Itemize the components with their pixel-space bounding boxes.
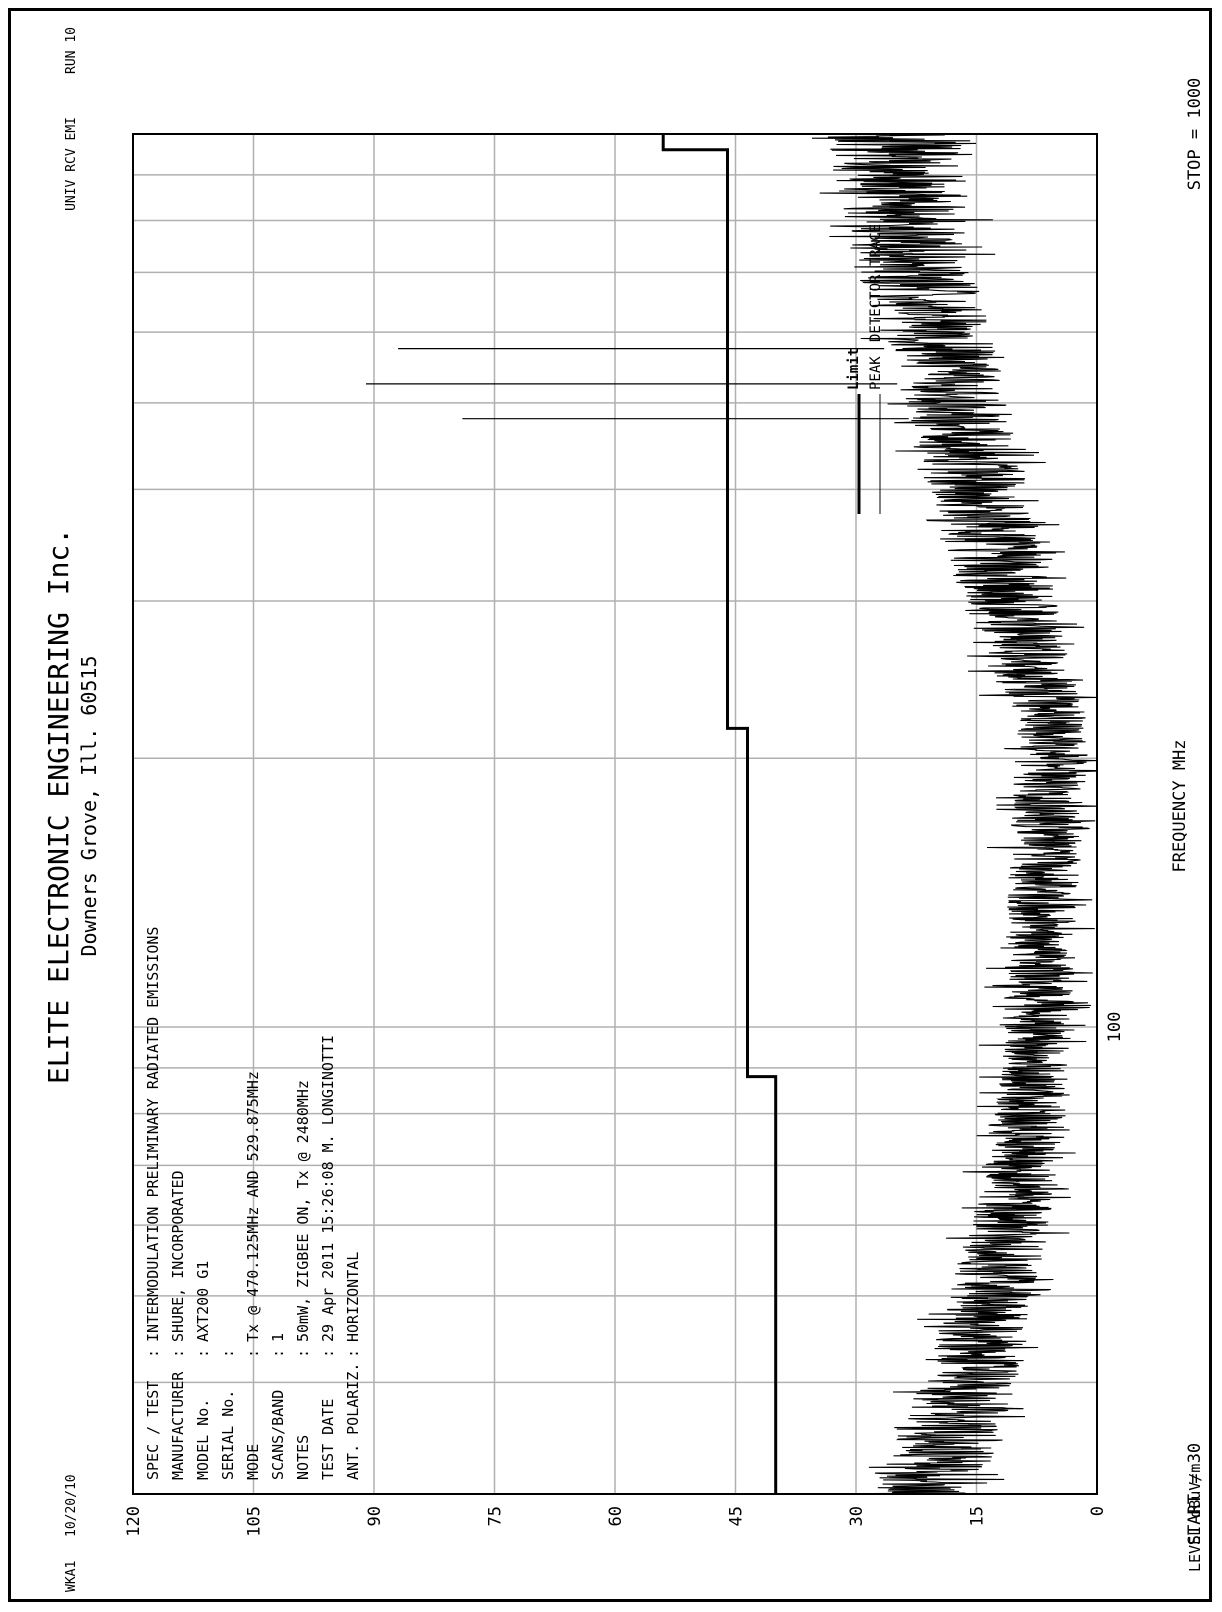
x-tick-labels: 100 xyxy=(1105,1012,1125,1043)
y-tick-label: 120 xyxy=(124,1506,144,1537)
info-label: TEST DATE xyxy=(319,1399,337,1480)
left-date: 10/20/10 xyxy=(64,1474,79,1537)
info-value: 1 xyxy=(269,1333,287,1342)
peak-noise-path xyxy=(811,133,1098,1495)
y-tick-label: 105 xyxy=(245,1506,265,1537)
info-value: AXT200 G1 xyxy=(194,1261,212,1342)
info-colon: : xyxy=(269,1349,287,1358)
info-value: SHURE, INCORPORATED xyxy=(169,1170,187,1342)
y-tick-label: 90 xyxy=(365,1506,385,1526)
plot-frame xyxy=(132,133,1098,1495)
info-label: NOTES xyxy=(294,1435,312,1480)
info-colon: : xyxy=(194,1349,212,1358)
info-label: SCANS/BAND xyxy=(269,1390,287,1480)
info-value: Tx @ 470.125MHz AND 529.875MHz xyxy=(244,1071,262,1342)
info-label: ANT. POLARIZ. xyxy=(344,1363,362,1480)
stop-label: STOP = 1000 xyxy=(1185,78,1205,191)
info-colon: : xyxy=(169,1349,187,1358)
run-label: RUN 10 xyxy=(64,27,79,74)
info-colon: : xyxy=(144,1349,162,1358)
x-axis-label: FREQUENCY MHz xyxy=(1170,739,1190,872)
info-colon: : xyxy=(219,1349,237,1358)
info-label: MODEL No. xyxy=(194,1399,212,1480)
legend-peak-label: PEAK xyxy=(868,356,884,390)
peak-spikes xyxy=(365,348,909,420)
page-border xyxy=(8,8,1212,1602)
y-tick-label: 0 xyxy=(1088,1506,1108,1516)
y-tick-label: 15 xyxy=(968,1506,988,1526)
info-label: SERIAL No. xyxy=(219,1390,237,1480)
x-tick-label: 100 xyxy=(1105,1012,1125,1043)
plot-grid xyxy=(133,134,1097,1494)
start-label: START = 30 xyxy=(1185,1443,1205,1545)
y-tick-labels: 0 15 30 45 60 75 90 105 120 xyxy=(124,1506,1108,1537)
company-title: ELITE ELECTRONIC ENGINEERING Inc. xyxy=(42,528,75,1084)
info-value: 29 Apr 2011 15:26:08 M. LONGINOTTI xyxy=(319,1035,337,1342)
y-axis-label: LEVEL dBuV/m xyxy=(1186,1464,1204,1572)
y-tick-label: 75 xyxy=(486,1506,506,1526)
info-value: HORIZONTAL xyxy=(344,1252,362,1342)
legend-limit-label: Limit xyxy=(846,348,862,390)
info-label: MODE xyxy=(244,1444,262,1480)
company-location: Downers Grove, Ill. 60515 xyxy=(77,655,101,956)
y-tick-label: 30 xyxy=(847,1506,867,1526)
peak-trace xyxy=(811,133,1098,1495)
info-value: INTERMODULATION PRELIMINARY RADIATED EMI… xyxy=(144,927,162,1342)
info-label: SPEC / TEST xyxy=(144,1381,162,1480)
info-value: 50mW, ZIGBEE ON, Tx @ 2480MHz xyxy=(294,1080,312,1342)
y-tick-label: 60 xyxy=(606,1506,626,1526)
info-colon: : xyxy=(294,1349,312,1358)
limit-line xyxy=(661,134,778,1494)
info-colon: : xyxy=(344,1349,362,1358)
test-info-block: SPEC / TEST: INTERMODULATION PRELIMINARY … xyxy=(144,927,362,1480)
info-colon: : xyxy=(244,1349,262,1358)
right-code: UNIV RCV EMI xyxy=(64,117,79,211)
y-tick-label: 45 xyxy=(727,1506,747,1526)
left-code: WKA1 xyxy=(64,1561,79,1592)
info-colon: : xyxy=(319,1349,337,1358)
info-label: MANUFACTURER xyxy=(169,1371,187,1480)
